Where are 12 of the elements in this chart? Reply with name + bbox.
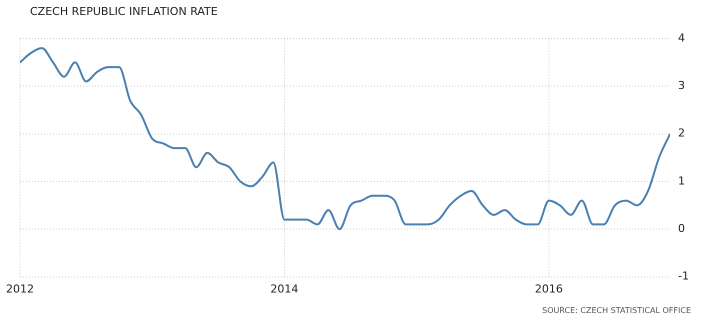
chart-title: CZECH REPUBLIC INFLATION RATE (30, 5, 218, 18)
x-tick-label: 2016 (534, 282, 563, 296)
line-series (20, 47, 670, 230)
y-tick-label: 3 (678, 79, 686, 92)
x-tick-label: 2012 (6, 282, 34, 296)
y-tick-label: 0 (678, 222, 686, 236)
y-tick-label: 2 (678, 126, 686, 140)
y-tick-label: -1 (678, 270, 689, 283)
y-tick-label: 4 (678, 31, 686, 44)
x-tick-label: 2014 (270, 282, 298, 296)
y-tick-label: 1 (678, 174, 686, 188)
source-note: SOURCE: CZECH STATISTICAL OFFICE (542, 306, 691, 315)
